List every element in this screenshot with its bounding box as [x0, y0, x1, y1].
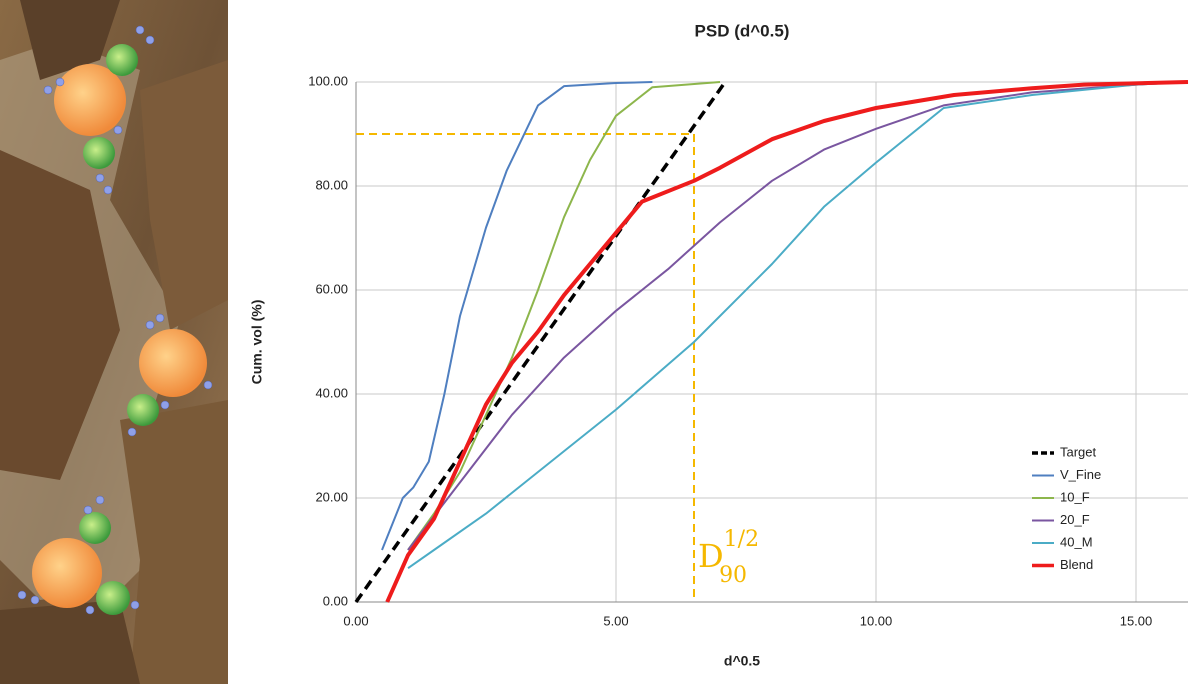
annotation-sup: 1/2	[724, 527, 759, 552]
legend-label: 20_F	[1060, 512, 1090, 527]
chart-background	[236, 0, 1203, 684]
series-line	[407, 81, 721, 551]
x-tick-label: 5.00	[603, 613, 628, 628]
chart-title: PSD (d^0.5)	[695, 21, 790, 40]
series-line	[381, 81, 653, 551]
series-line	[407, 81, 1189, 570]
y-axis-label: Cum. vol (%)	[249, 300, 265, 385]
y-tick-label: 100.00	[308, 73, 348, 88]
legend-label: Target	[1060, 444, 1097, 459]
y-tick-label: 0.00	[323, 593, 348, 608]
legend-label: Blend	[1060, 557, 1093, 572]
x-tick-label: 0.00	[343, 613, 368, 628]
x-tick-label: 10.00	[860, 613, 893, 628]
annotation-sub: 90	[719, 563, 747, 588]
series-line	[385, 80, 1189, 603]
x-tick-label: 15.00	[1120, 613, 1153, 628]
legend-label: V_Fine	[1060, 467, 1101, 482]
annotation: D1/2 90	[698, 527, 759, 588]
annotation-base: D	[698, 537, 724, 575]
legend-label: 10_F	[1060, 489, 1090, 504]
x-axis-label: d^0.5	[724, 653, 760, 669]
illustration	[0, 0, 228, 684]
y-tick-label: 60.00	[315, 281, 348, 296]
y-tick-label: 80.00	[315, 177, 348, 192]
legend-label: 40_M	[1060, 534, 1093, 549]
y-tick-label: 20.00	[315, 489, 348, 504]
series-line	[354, 80, 727, 604]
y-tick-label: 40.00	[315, 385, 348, 400]
series-line	[407, 81, 1189, 551]
